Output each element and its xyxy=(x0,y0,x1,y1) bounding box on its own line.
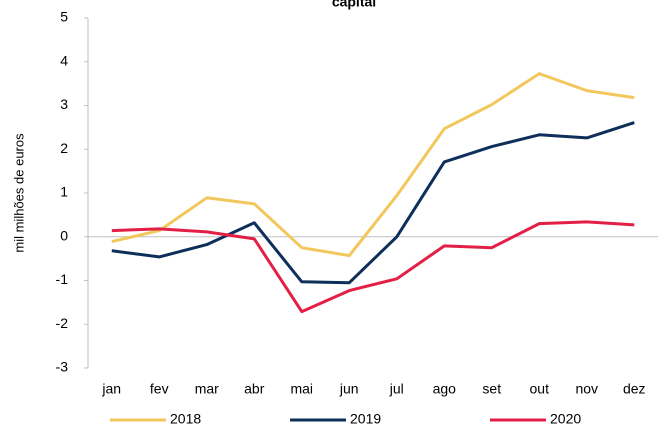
x-tick-label: abr xyxy=(244,381,265,397)
y-tick-label: -1 xyxy=(56,271,69,287)
y-tick-label: 1 xyxy=(60,184,68,200)
series-line xyxy=(111,220,635,314)
x-tick-label: fev xyxy=(150,381,169,397)
x-tick-label: jan xyxy=(101,381,121,397)
x-tick-label: jul xyxy=(389,381,404,397)
legend-label: 2019 xyxy=(350,411,381,427)
y-tick-label: 2 xyxy=(60,140,68,156)
series-line xyxy=(111,121,635,285)
x-tick-label: mai xyxy=(290,381,313,397)
y-tick-label: 3 xyxy=(60,96,68,112)
y-tick-label: -2 xyxy=(56,315,69,331)
x-tick-label: mar xyxy=(195,381,219,397)
x-tick-label: nov xyxy=(575,381,598,397)
x-tick-label: jun xyxy=(339,381,359,397)
x-tick-label: out xyxy=(530,381,550,397)
y-tick-label: 5 xyxy=(60,9,68,25)
y-tick-label: 4 xyxy=(60,52,68,68)
x-tick-label: set xyxy=(482,381,501,397)
chart-title: capital xyxy=(332,0,376,10)
y-tick-label: 0 xyxy=(60,227,68,243)
y-tick-label: -3 xyxy=(56,359,69,375)
series-line xyxy=(111,72,635,258)
x-tick-label: dez xyxy=(623,381,646,397)
legend-label: 2020 xyxy=(550,411,581,427)
legend-label: 2018 xyxy=(170,411,201,427)
x-tick-label: ago xyxy=(433,381,457,397)
y-axis-label: mil milhões de euros xyxy=(11,133,26,253)
